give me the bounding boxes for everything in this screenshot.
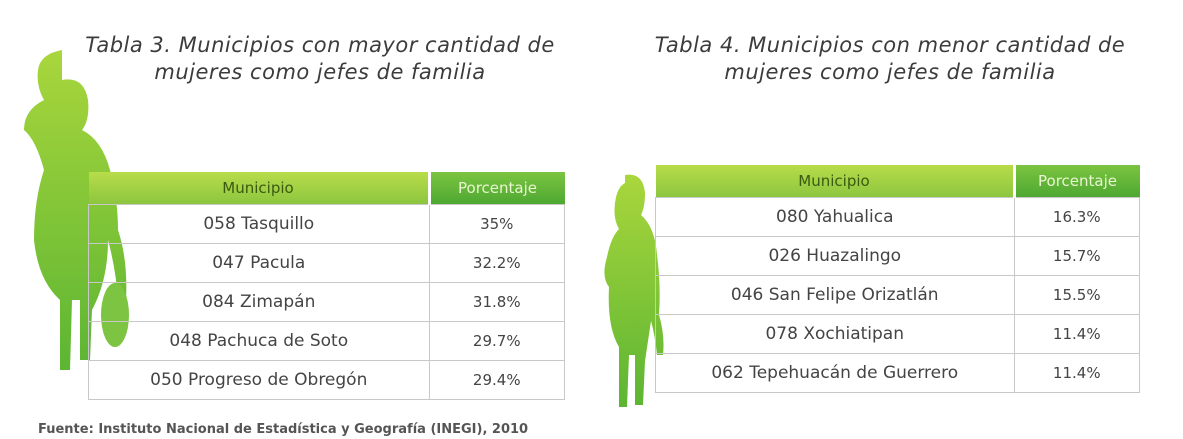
header-row: Municipio Porcentaje (88, 172, 565, 205)
source-note: Fuente: Instituto Nacional de Estadístic… (38, 422, 529, 437)
table-title: Tabla 4. Municipios con menor cantidad d… (654, 33, 1126, 84)
header-cell: Municipio (655, 165, 1014, 198)
table-cell: 29.7% (428, 321, 565, 361)
table-row: 084 Zimapán 31.8% (88, 282, 565, 322)
table-cell: 078 Xochiatipan (655, 314, 1015, 354)
table: Municipio Porcentaje 080 Yahualica 16.3% 026… (655, 165, 1140, 393)
table: Municipio Porcentaje 058 Tasquillo 35% 047 P… (88, 172, 565, 400)
table-cell: 11.4% (1013, 314, 1140, 354)
table-cell: 046 San Felipe Orizatlán (655, 275, 1015, 315)
header-cell: Porcentaje (427, 172, 565, 205)
woman-silhouette (604, 174, 664, 407)
table-row: 047 Pacula 32.2% (88, 243, 565, 283)
table-title: Tabla 3. Municipios con mayor cantidad d… (85, 33, 555, 84)
table-row: 080 Yahualica 16.3% (655, 197, 1140, 237)
table-cell: 047 Pacula (88, 243, 430, 283)
table-cell: 084 Zimapán (88, 282, 430, 322)
table-cell: 11.4% (1013, 353, 1140, 393)
header-row: Municipio Porcentaje (655, 165, 1140, 198)
table-cell: 32.2% (428, 243, 565, 283)
table-cell: 29.4% (428, 360, 565, 400)
header-cell: Municipio (88, 172, 429, 205)
table-cell: 062 Tepehuacán de Guerrero (655, 353, 1015, 393)
table-row: 048 Pachuca de Soto 29.7% (88, 321, 565, 361)
table-row: 058 Tasquillo 35% (88, 204, 565, 244)
table-cell: 050 Progreso de Obregón (88, 360, 430, 400)
table-row: 050 Progreso de Obregón 29.4% (88, 360, 565, 400)
table-row: 062 Tepehuacán de Guerrero 11.4% (655, 353, 1140, 393)
table-cell: 15.5% (1013, 275, 1140, 315)
table-row: 026 Huazalingo 15.7% (655, 236, 1140, 276)
table-row: 078 Xochiatipan 11.4% (655, 314, 1140, 354)
header-cell: Porcentaje (1012, 165, 1140, 198)
table-cell: 058 Tasquillo (88, 204, 430, 244)
table-cell: 048 Pachuca de Soto (88, 321, 430, 361)
table-cell: 16.3% (1013, 197, 1140, 237)
table-cell: 35% (428, 204, 565, 244)
table-cell: 026 Huazalingo (655, 236, 1015, 276)
woman-silhouette (24, 50, 127, 370)
table-cell: 31.8% (428, 282, 565, 322)
table-row: 046 San Felipe Orizatlán 15.5% (655, 275, 1140, 315)
table-cell: 15.7% (1013, 236, 1140, 276)
table-cell: 080 Yahualica (655, 197, 1015, 237)
